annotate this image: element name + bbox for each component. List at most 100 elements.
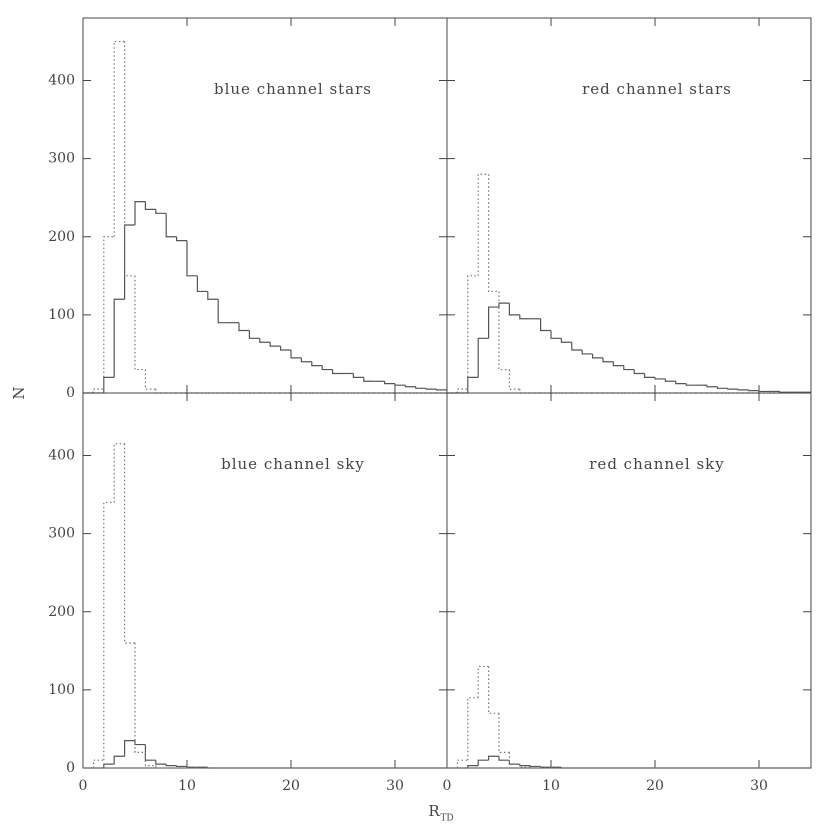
histogram-bin [488,306,499,339]
histogram-bin [155,765,167,769]
histogram-bin [113,298,125,378]
histogram-bin [134,643,146,753]
histogram-bin [540,766,551,768]
panel-frame [446,392,812,769]
x-tick-label: 10 [542,778,560,794]
histogram-bin [498,291,510,371]
histogram-bin [685,383,697,386]
histogram-bin [311,361,323,367]
histogram-bin [654,377,666,380]
histogram-bin [269,342,281,347]
histogram-bin [477,173,489,276]
panel-title: red channel stars [582,80,732,98]
histogram-bin [706,385,718,388]
histogram-bin [124,740,135,757]
histogram-bin [280,346,291,351]
histogram-bin [155,209,167,214]
histogram-bin [113,40,125,237]
histogram-bin [394,383,406,386]
histogram-bin [467,765,479,768]
histogram-bin [404,385,416,388]
histogram-bin [259,338,271,343]
histogram-bin [602,357,614,363]
histogram-bin [144,201,156,211]
histogram-bin [144,744,156,761]
histogram-bin [92,759,104,768]
y-tick-label: 400 [48,73,75,89]
histogram-bin [498,756,510,761]
histogram-bin [186,766,198,768]
histogram-bin [290,350,302,359]
y-tick-label: 0 [66,385,75,401]
histogram-bin [758,390,770,393]
histogram-bin [633,369,645,375]
histogram-bin [155,760,167,765]
x-tick-label: 30 [386,778,404,794]
histogram-bin [238,322,250,332]
histogram-bin [415,386,427,389]
y-tick-label: 400 [48,448,75,464]
histogram-bin [321,365,333,371]
histogram-bin [124,443,135,644]
histogram-bin [550,330,562,339]
histogram-bin [144,369,156,390]
y-tick-label: 300 [48,526,75,542]
histogram-bin [103,376,115,393]
x-tick-label: 30 [750,778,768,794]
histogram-bin [592,353,603,359]
panel-frame [446,17,812,394]
y-tick-label: 200 [48,604,75,620]
histogram-bin [519,764,531,768]
histogram-bin [737,389,749,391]
histogram-bin [186,240,198,277]
panel-title: blue channel stars [214,80,372,98]
histogram-bin [508,303,520,316]
histogram-bin [176,236,187,242]
y-axis-label: N [10,386,28,399]
histogram-bin [332,369,343,375]
histogram-bin [612,361,624,367]
histogram-bin [134,200,146,226]
histogram-bin [248,330,260,339]
histogram-bin [384,381,395,385]
histogram-bin [436,389,447,391]
histogram-bin [467,697,479,761]
x-tick-label: 10 [178,778,196,794]
histogram-bin [498,713,510,753]
histogram-bin [103,763,115,768]
histogram-bin [529,765,541,768]
x-tick-label: 0 [79,778,88,794]
y-tick-label: 0 [66,760,75,776]
histogram-bin [196,275,208,293]
histogram-bin [581,350,593,355]
histogram-bin [467,376,479,393]
histogram-bin [103,236,115,390]
histogram-bin [488,755,499,761]
histogram-bin [519,764,531,767]
histogram-bin [779,391,791,393]
histogram-bin [124,224,135,300]
y-tick-label: 100 [48,307,75,323]
histogram-bin [103,501,115,761]
histogram-bin [124,41,135,277]
histogram-bin [144,752,156,767]
y-tick-label: 200 [48,229,75,245]
histogram-bin [571,342,583,351]
y-tick-label: 300 [48,151,75,167]
histogram-bin [508,369,520,390]
panel-title: red channel sky [589,455,724,473]
histogram-bin [300,357,312,363]
histogram-bin [477,665,489,698]
panel-frame [82,392,448,769]
x-tick-label: 20 [646,778,664,794]
histogram-bin [519,389,531,394]
histogram-bin [113,755,125,765]
histogram-bin [176,765,187,768]
histogram-bin [352,373,364,378]
histogram-bin [363,377,375,382]
histogram-bin [477,337,489,378]
x-axis-label-subscript: TD [440,814,453,824]
histogram-bin [207,291,219,300]
histogram-bin [748,389,759,392]
